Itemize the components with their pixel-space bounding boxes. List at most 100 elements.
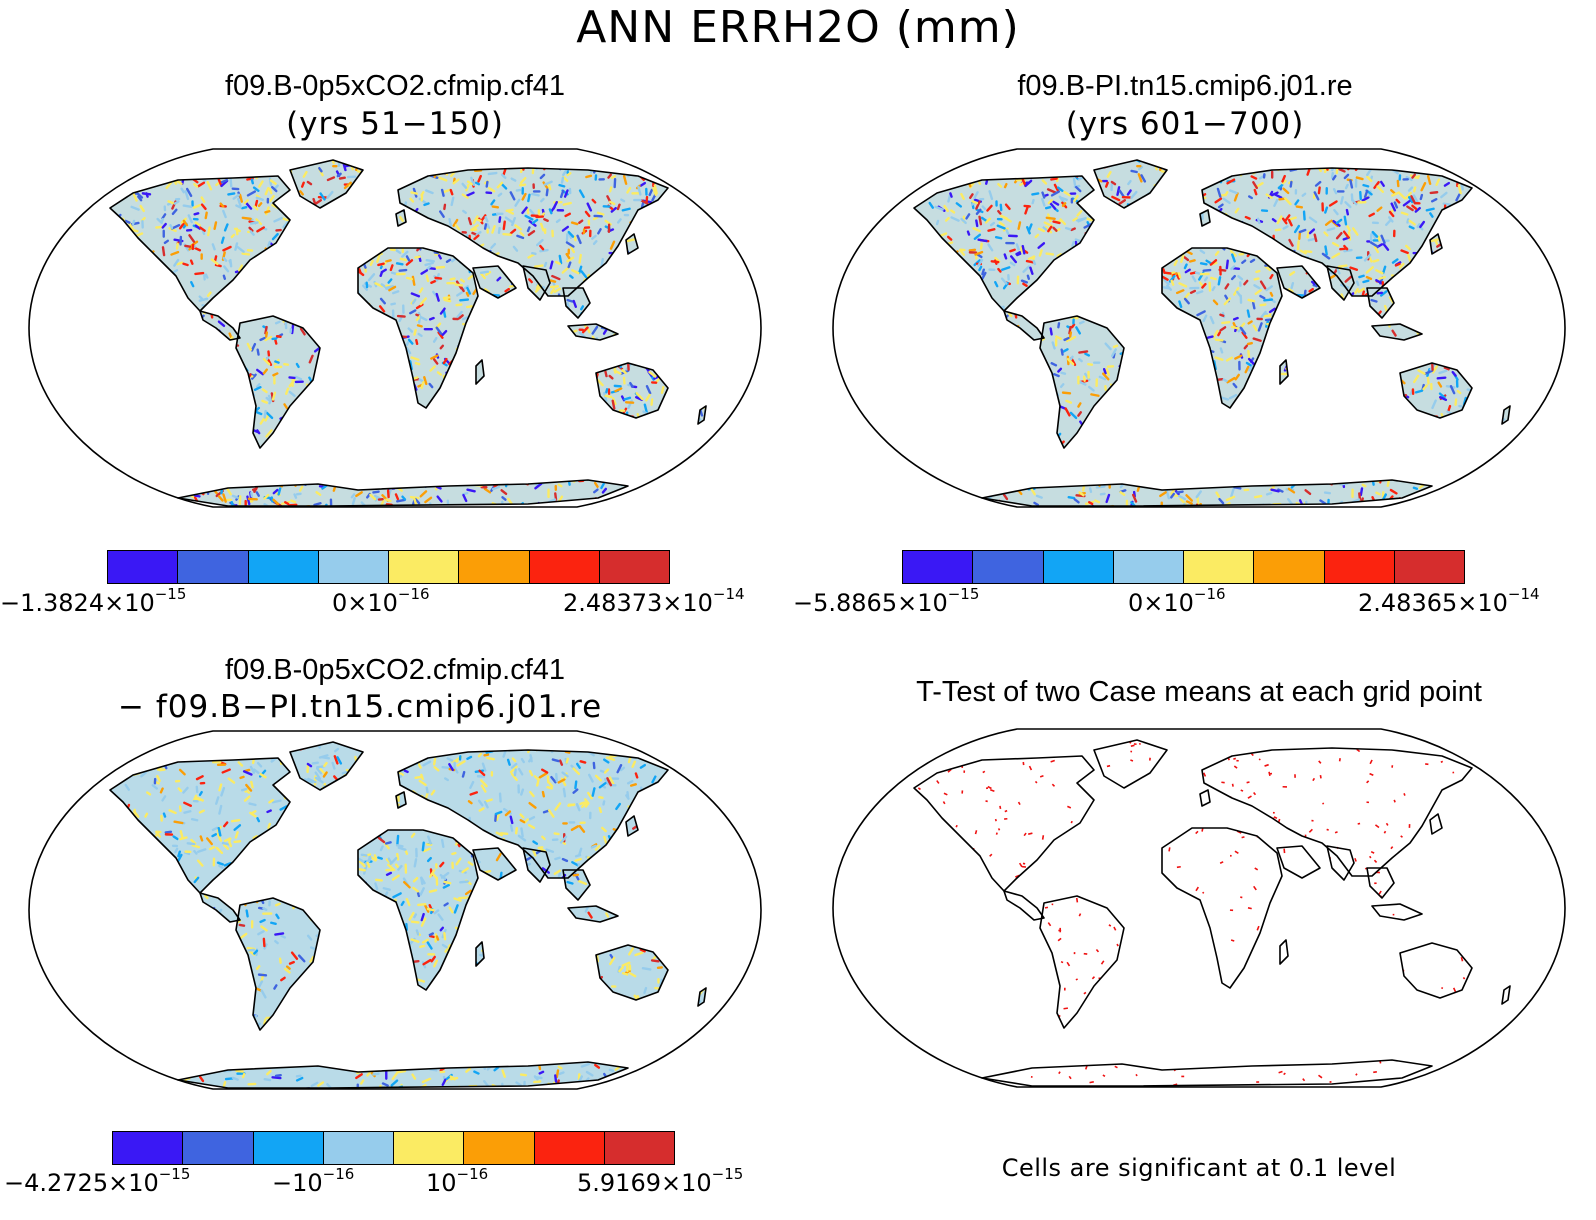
coastline-india [522,847,551,883]
coastline-se-asia [1366,867,1395,899]
colorbar-swatch [323,1132,394,1164]
map-ttest [832,728,1566,1088]
colorbar-case2-label-max: 2.48365×10−14 [1358,585,1540,617]
colorbar-diff-label-4: 5.9169×10−15 [577,1165,744,1197]
colorbar-swatch [973,551,1044,583]
coastline-africa [357,829,479,991]
colorbar-swatch [903,551,974,583]
coastline-eurasia [397,749,669,879]
coastline-greenland [289,741,364,791]
coastline-new-zealand [697,405,707,425]
map-difference [28,730,762,1090]
coastline-eurasia [397,167,669,297]
colorbar-difference [112,1131,675,1165]
coastline-uk [395,791,407,809]
coastline-south-america [235,897,321,1031]
coastline-central-america [199,310,241,341]
coastline-australia [1399,942,1473,999]
colorbar-swatch [389,551,460,583]
colorbar-swatch [1324,551,1395,583]
coastline-eurasia [1201,747,1473,877]
colorbar-swatch [599,551,669,583]
coastline-madagascar [475,359,485,385]
colorbar-case1-label-mid: 0×10−16 [332,585,430,617]
coastline-central-america [199,892,241,923]
coastline-africa [1161,247,1283,409]
map-case2 [832,148,1566,508]
coastline-australia [595,944,669,1001]
coastline-central-america [1003,310,1045,341]
coastline-antarctica [177,479,629,507]
colorbar-swatch [183,1132,254,1164]
coastline-uk [1199,209,1211,227]
coastline-antarctica [177,1061,629,1089]
coastline-japan [1429,813,1443,835]
panel-diff-subtitle: − f09.B−PI.tn15.cmip6.j01.re [118,689,603,725]
colorbar-swatch [529,551,600,583]
coastline-uk [1199,789,1211,807]
coastline-greenland [1093,159,1168,209]
coastline-india [1326,845,1355,881]
coastline-uk [395,209,407,227]
coastline-south-america [1039,895,1125,1029]
coastline-south-america [235,315,321,449]
colorbar-case2-label-mid: 0×10−16 [1128,585,1226,617]
map-frame [28,730,762,1090]
coastline-new-zealand [1501,405,1511,425]
panel-ttest-title: T-Test of two Case means at each grid po… [916,676,1482,708]
panel-case2-title: f09.B-PI.tn15.cmip6.j01.re [1017,70,1353,102]
coastline-greenland [1093,739,1168,789]
colorbar-swatch [604,1132,674,1164]
colorbar-swatch [534,1132,605,1164]
coastline-australia [1399,362,1473,419]
panel-case1-subtitle: (yrs 51−150) [286,106,504,142]
coastline-greenland [289,159,364,209]
coastline-indonesia [567,905,619,923]
coastline-new-zealand [697,987,707,1007]
colorbar-swatch [459,551,530,583]
colorbar-swatch [318,551,389,583]
coastline-arabia [472,265,517,299]
coastline-arabia [1276,845,1321,879]
colorbar-swatch [178,551,249,583]
coastline-japan [625,815,639,837]
coastline-madagascar [1279,359,1289,385]
colorbar-diff-label-3: 10−16 [426,1165,489,1197]
colorbar-swatch [1184,551,1255,583]
coastline-new-zealand [1501,985,1511,1005]
coastline-arabia [472,847,517,881]
coastline-central-america [1003,890,1045,921]
colorbar-swatch [113,1132,184,1164]
colorbar-swatch [108,551,179,583]
map-case1 [28,148,762,508]
colorbar-swatch [394,1132,465,1164]
map-frame [28,148,762,508]
coastline-japan [625,233,639,255]
colorbar-swatch [1043,551,1114,583]
colorbar-case1-label-max: 2.48373×10−14 [563,585,745,617]
colorbar-swatch [1254,551,1325,583]
coastline-north-america [109,757,291,894]
coastline-japan [1429,233,1443,255]
panel-case2-subtitle: (yrs 601−700) [1065,106,1305,142]
coastline-india [522,265,551,301]
ocean-background [833,729,1565,1087]
coastline-se-asia [562,287,591,319]
colorbar-case2 [902,550,1465,584]
colorbar-case1-label-min: −1.3824×10−15 [0,585,187,617]
coastline-eurasia [1201,167,1473,297]
map-frame [832,728,1566,1088]
coastline-africa [357,247,479,409]
coastline-se-asia [562,869,591,901]
colorbar-swatch [253,1132,324,1164]
coastline-madagascar [1279,939,1289,965]
coastline-arabia [1276,265,1321,299]
coastline-north-america [913,175,1095,312]
coastline-indonesia [1371,323,1423,341]
coastline-se-asia [1366,287,1395,319]
colorbar-swatch [248,551,319,583]
coastline-antarctica [981,479,1433,507]
coastline-australia [595,362,669,419]
coastline-north-america [913,755,1095,892]
coastline-north-america [109,175,291,312]
